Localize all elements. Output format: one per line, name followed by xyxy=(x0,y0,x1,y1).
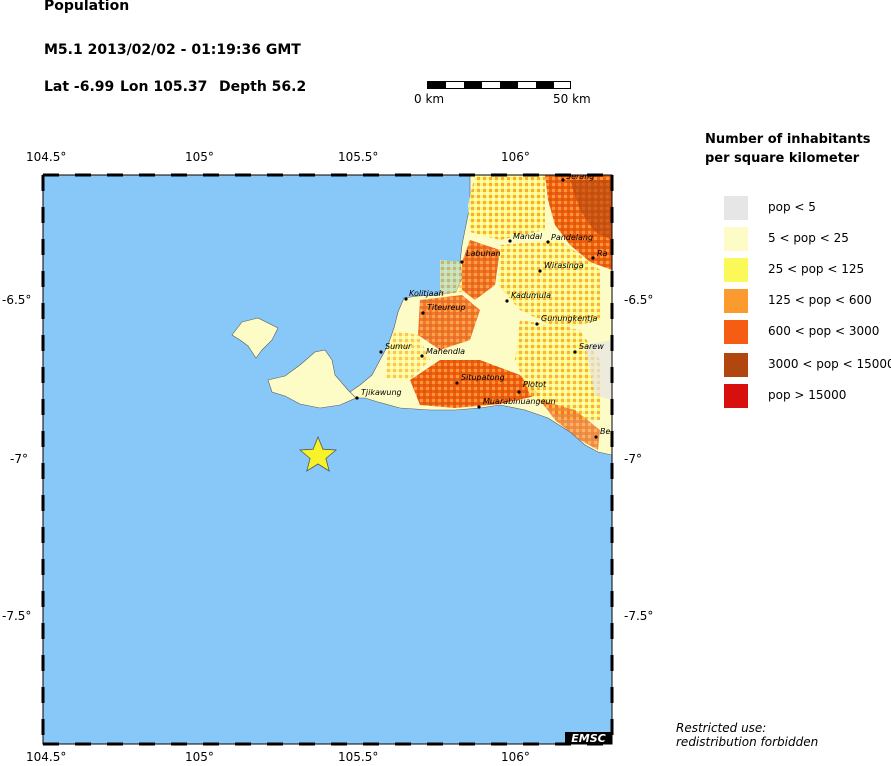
epicenter-star-icon xyxy=(298,435,338,472)
top-tick-label: 105° xyxy=(185,150,214,164)
right-tick-label: -7.5° xyxy=(624,609,654,623)
legend-swatch xyxy=(724,258,748,282)
left-tick-label: -7° xyxy=(10,452,28,466)
town-label: Plotot xyxy=(523,380,547,389)
town-label: Ra xyxy=(597,249,608,258)
restricted-use-note: Restricted use: redistribution forbidden xyxy=(676,721,818,749)
legend-swatch xyxy=(724,289,748,313)
town-label: Wirasinga xyxy=(544,261,584,270)
scale-bar-left-label: 0 km xyxy=(414,92,445,106)
right-tick-label: -6.5° xyxy=(624,293,654,307)
right-tick-label: -7° xyxy=(624,452,642,466)
legend-swatch xyxy=(724,353,748,377)
note-line1: Restricted use: xyxy=(676,721,767,735)
legend-label: pop < 5 xyxy=(768,200,816,214)
top-tick-label: 106° xyxy=(501,150,530,164)
emsc-label: EMSC xyxy=(571,732,605,745)
town-label: Serang xyxy=(566,172,594,181)
bottom-tick-label: 106° xyxy=(501,750,530,764)
legend-title: Number of inhabitants per square kilomet… xyxy=(705,130,871,168)
town-label: Kolitjaah xyxy=(409,289,444,298)
legend-label: 5 < pop < 25 xyxy=(768,231,849,245)
top-tick-label: 104.5° xyxy=(26,150,67,164)
town-label: Mahendla xyxy=(426,347,465,356)
legend-title-line1: Number of inhabitants xyxy=(705,132,871,147)
event-lon: Lon 105.37 xyxy=(120,79,208,95)
town-label: Labuhan xyxy=(466,249,501,258)
legend-label: 25 < pop < 125 xyxy=(768,262,865,276)
legend-swatch xyxy=(724,320,748,344)
legend-label: 600 < pop < 3000 xyxy=(768,324,880,338)
page-title: Population xyxy=(44,0,130,14)
land-peninsula xyxy=(267,349,357,409)
note-line2: redistribution forbidden xyxy=(676,735,819,749)
town-label: Titeureup xyxy=(427,303,466,312)
town-label: Mandal xyxy=(513,232,543,241)
event-lat: Lat -6.99 xyxy=(44,79,115,95)
scale-bar-right-label: 50 km xyxy=(553,92,591,106)
land-island xyxy=(231,317,279,359)
bottom-tick-label: 105° xyxy=(185,750,214,764)
event-info: M5.1 2013/02/02 - 01:19:36 GMT xyxy=(44,42,301,58)
bottom-tick-label: 104.5° xyxy=(26,750,67,764)
legend-swatch xyxy=(724,196,748,220)
town-label: Sarew xyxy=(579,342,604,351)
town-label: Be xyxy=(600,427,610,436)
emsc-badge xyxy=(565,732,612,744)
legend-label: 125 < pop < 600 xyxy=(768,293,872,307)
town-label: Tjikawung xyxy=(361,388,402,397)
town-label: Sumur xyxy=(385,342,412,351)
town-label: Muarabinuangeun xyxy=(483,397,556,406)
legend-swatch xyxy=(724,384,748,408)
town-label: Kadumula xyxy=(511,291,551,300)
legend-swatch xyxy=(724,227,748,251)
legend-label: 3000 < pop < 15000 xyxy=(768,357,891,371)
town-label: Gunungkentja xyxy=(541,314,598,323)
event-depth: Depth 56.2 xyxy=(219,79,307,95)
legend-label: pop > 15000 xyxy=(768,388,847,402)
top-tick-label: 105.5° xyxy=(338,150,379,164)
town-label: Situpatong xyxy=(461,373,505,382)
bottom-tick-label: 105.5° xyxy=(338,750,379,764)
left-tick-label: -7.5° xyxy=(2,609,32,623)
left-tick-label: -6.5° xyxy=(2,293,32,307)
legend-title-line2: per square kilometer xyxy=(705,151,860,166)
town-label: Pandelang xyxy=(551,233,593,242)
scale-bar xyxy=(427,81,571,89)
